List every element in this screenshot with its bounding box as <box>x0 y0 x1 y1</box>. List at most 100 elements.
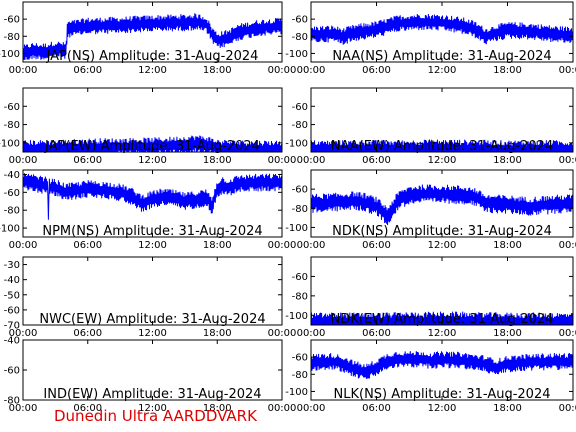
chart-panel-2: -60 -80 -100 00:00 06:00 12:00 18:00 00:00 NAA(N… <box>285 1 576 76</box>
x-tick-label: 00:00 <box>9 403 38 414</box>
x-tick-label: 12:00 <box>428 403 457 414</box>
chart-title: NAA(EW) Amplitude: 31-Aug-2024 <box>331 139 553 154</box>
x-tick-label: 00:00 <box>268 155 297 166</box>
x-tick-label: 18:00 <box>493 155 522 166</box>
x-tick-label: 06:00 <box>73 65 102 76</box>
x-tick-label: 00:00 <box>9 328 38 339</box>
chart-title: JAP(NS) Amplitude: 31-Aug-2024 <box>46 49 259 64</box>
x-tick-label: 00:00 <box>559 403 576 414</box>
y-tick-label: -100 <box>285 223 308 234</box>
x-tick-label: 06:00 <box>362 403 391 414</box>
x-tick-label: 18:00 <box>203 155 232 166</box>
y-tick-label: -100 <box>0 49 20 60</box>
x-tick-label: 00:00 <box>9 65 38 76</box>
x-tick-label: 06:00 <box>73 240 102 251</box>
x-tick-label: 06:00 <box>73 403 102 414</box>
series-trace <box>311 311 573 325</box>
series-trace <box>311 184 573 226</box>
series-trace <box>23 135 282 152</box>
chart-panel-5: -40 -60 -80 -100 00:00 06:00 12:00 18:00 00:00 NP… <box>0 169 296 251</box>
y-tick-label: -60 <box>292 15 308 26</box>
x-tick-label: 00:00 <box>297 403 326 414</box>
y-tick-label: -80 <box>4 396 20 407</box>
y-tick-label: -60 <box>4 102 20 113</box>
chart-panel-4: -60 -80 -100 00:00 06:00 12:00 18:00 00:00 NAA(E… <box>285 87 576 166</box>
series-trace <box>311 13 573 45</box>
y-tick-label: -100 <box>285 311 308 322</box>
y-tick-label: -60 <box>292 102 308 113</box>
x-tick-label: 00:00 <box>268 328 297 339</box>
x-tick-label: 12:00 <box>428 155 457 166</box>
y-tick-label: -60 <box>292 272 308 283</box>
series-trace <box>311 351 573 379</box>
x-tick-label: 18:00 <box>203 65 232 76</box>
series-trace <box>23 173 282 220</box>
x-tick-label: 06:00 <box>362 155 391 166</box>
x-tick-label: 00:00 <box>268 403 297 414</box>
y-tick-label: -30 <box>4 260 20 271</box>
x-tick-label: 18:00 <box>203 403 232 414</box>
chart-title: JAP(EW) Amplitude: 31-Aug-2024 <box>44 139 260 154</box>
x-tick-label: 12:00 <box>428 240 457 251</box>
chart-panel-3: -60 -80 -100 00:00 06:00 12:00 18:00 00:00 JAP(E… <box>0 87 297 166</box>
x-tick-label: 00:00 <box>297 155 326 166</box>
x-tick-label: 00:00 <box>9 240 38 251</box>
y-tick-label: -50 <box>4 290 20 301</box>
y-tick-label: -60 <box>4 188 20 199</box>
y-tick-label: -100 <box>285 49 308 60</box>
chart-panel-8: -60 -80 -100 00:00 06:00 12:00 18:00 00:00 NDK(E… <box>285 256 576 339</box>
x-tick-label: 06:00 <box>362 328 391 339</box>
chart-panel-6: -60 -80 -100 00:00 06:00 12:00 18:00 00:00 NDK(N… <box>285 169 576 251</box>
y-tick-label: -80 <box>292 204 308 215</box>
y-tick-label: -70 <box>4 321 20 332</box>
x-tick-label: 18:00 <box>203 328 232 339</box>
x-tick-label: 00:00 <box>297 65 326 76</box>
y-tick-label: -40 <box>4 170 20 181</box>
footer-label: Dunedin Ultra AARDDVARK <box>54 407 257 425</box>
y-tick-label: -40 <box>4 336 20 347</box>
x-tick-label: 06:00 <box>362 240 391 251</box>
x-tick-label: 00:00 <box>559 240 576 251</box>
chart-title: NLK(NS) Amplitude: 31-Aug-2024 <box>334 387 551 402</box>
series-trace <box>311 139 573 152</box>
x-tick-label: 06:00 <box>362 65 391 76</box>
x-tick-label: 00:00 <box>297 240 326 251</box>
x-tick-label: 12:00 <box>138 65 167 76</box>
chart-title: NDK(EW) Amplitude: 31-Aug-2024 <box>331 312 554 327</box>
x-tick-label: 00:00 <box>297 328 326 339</box>
x-tick-label: 00:00 <box>559 328 576 339</box>
y-tick-label: -60 <box>292 185 308 196</box>
x-tick-label: 18:00 <box>493 65 522 76</box>
y-tick-label: -60 <box>4 366 20 377</box>
x-tick-label: 06:00 <box>73 328 102 339</box>
x-tick-label: 12:00 <box>428 65 457 76</box>
x-tick-label: 18:00 <box>493 240 522 251</box>
chart-panel-10: -60 -80 -100 00:00 06:00 12:00 18:00 00:00 NLK(N… <box>285 339 576 414</box>
y-tick-label: -60 <box>4 305 20 316</box>
x-tick-label: 12:00 <box>138 403 167 414</box>
x-tick-label: 18:00 <box>493 328 522 339</box>
y-tick-label: -100 <box>285 387 308 398</box>
chart-title: NAA(NS) Amplitude: 31-Aug-2024 <box>332 49 551 64</box>
y-tick-label: -80 <box>292 291 308 302</box>
y-tick-label: -80 <box>4 120 20 131</box>
x-tick-label: 18:00 <box>493 403 522 414</box>
x-tick-label: 12:00 <box>138 328 167 339</box>
y-tick-label: -80 <box>4 32 20 43</box>
chart-title: IND(EW) Amplitude: 31-Aug-2024 <box>43 387 261 402</box>
y-tick-label: -100 <box>285 138 308 149</box>
x-tick-label: 00:00 <box>9 155 38 166</box>
y-tick-label: -60 <box>4 15 20 26</box>
y-tick-label: -80 <box>292 370 308 381</box>
chart-title: NDK(NS) Amplitude: 31-Aug-2024 <box>332 224 552 239</box>
x-tick-label: 06:00 <box>73 155 102 166</box>
x-tick-label: 12:00 <box>138 240 167 251</box>
series-trace <box>23 13 282 61</box>
x-tick-label: 00:00 <box>559 155 576 166</box>
chart-panel-1: -60 -80 -100 00:00 06:00 12:00 18:00 00:00 JAP(N… <box>0 1 296 76</box>
y-tick-label: -40 <box>4 275 20 286</box>
x-tick-label: 18:00 <box>203 240 232 251</box>
